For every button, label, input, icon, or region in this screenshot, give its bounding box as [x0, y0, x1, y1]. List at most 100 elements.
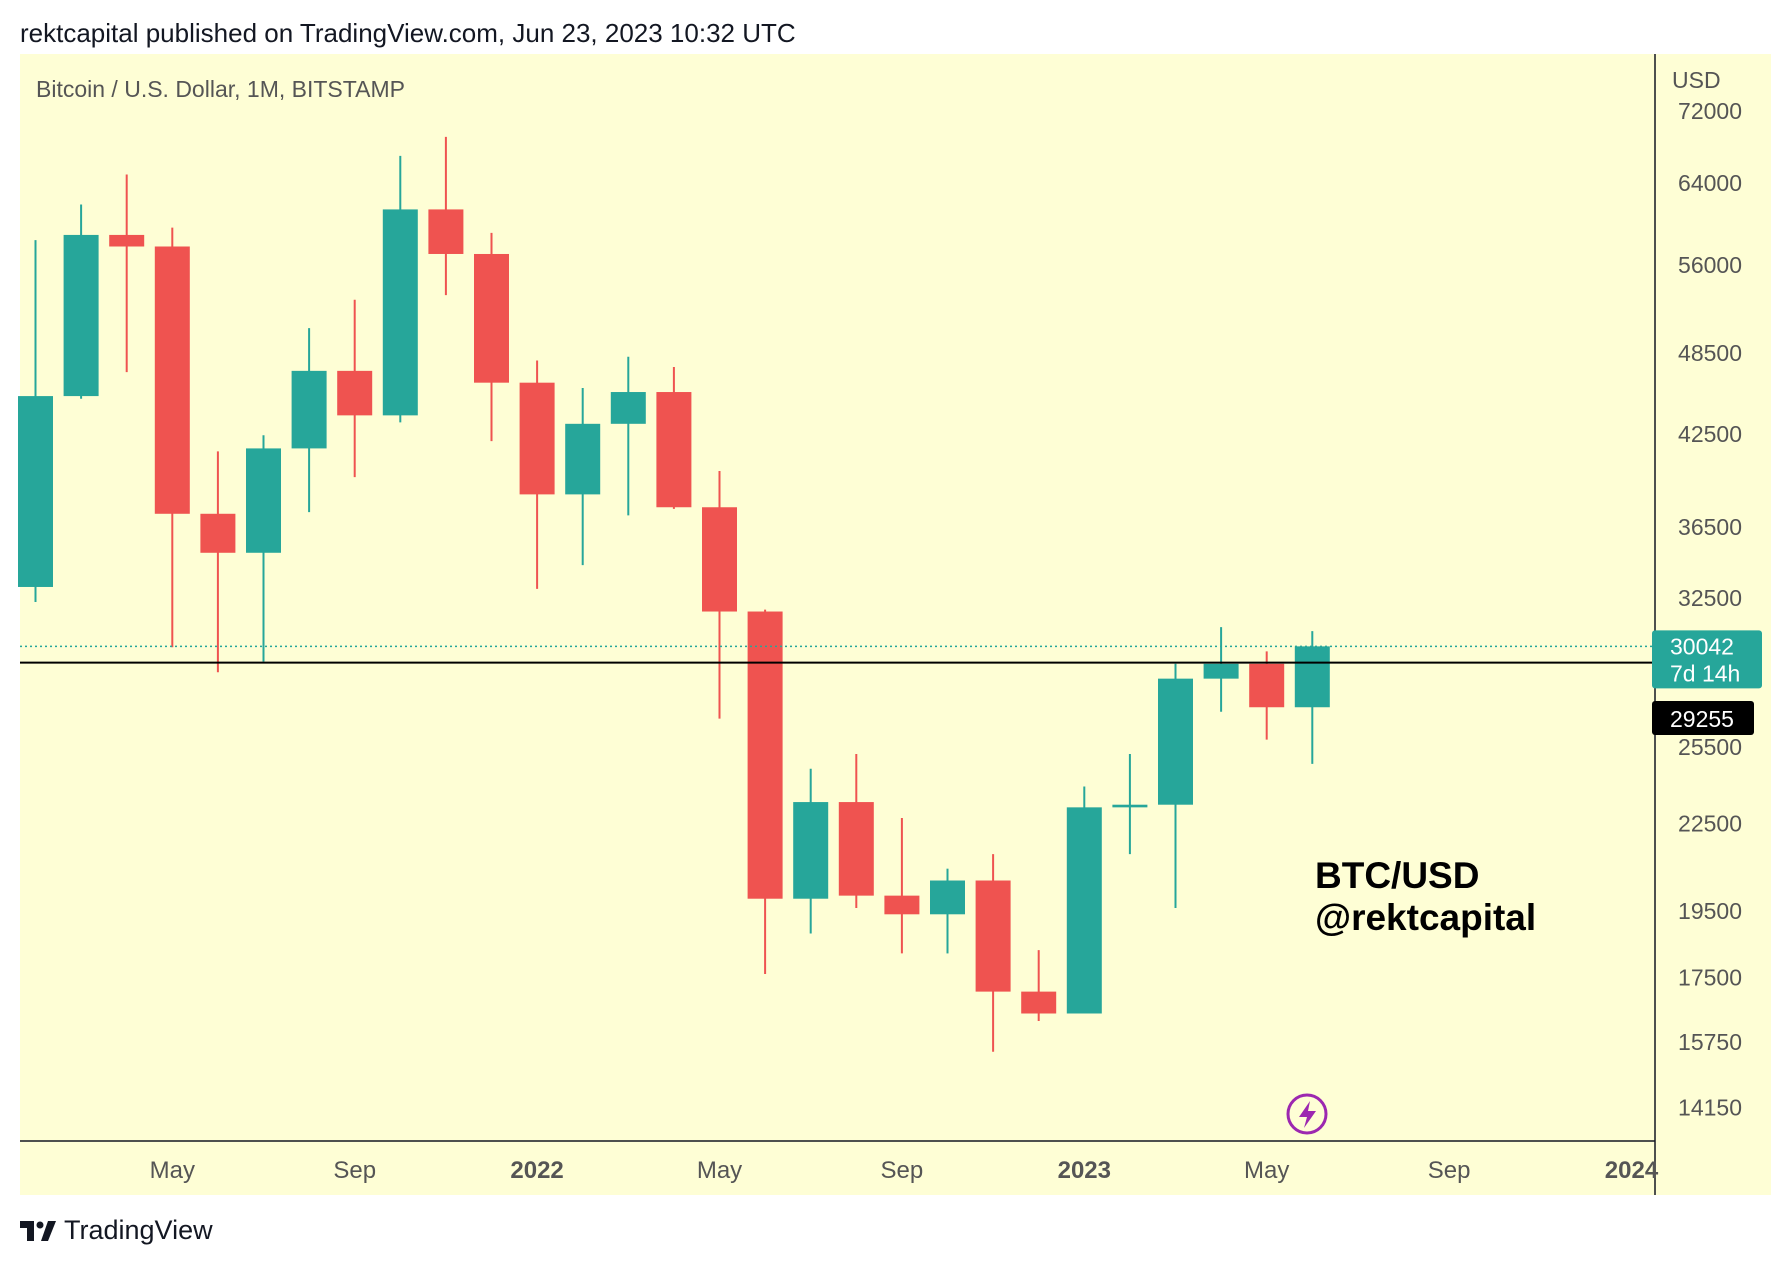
- candle[interactable]: [428, 136, 464, 296]
- candle[interactable]: [291, 328, 327, 513]
- candle-body: [747, 611, 783, 899]
- candle-body: [884, 895, 920, 915]
- candle[interactable]: [565, 388, 601, 566]
- candle[interactable]: [109, 174, 145, 373]
- y-tick-label: 15750: [1678, 1029, 1742, 1055]
- y-tick-label: 42500: [1678, 421, 1742, 447]
- tradingview-logo-icon: [20, 1220, 56, 1241]
- candle[interactable]: [747, 609, 783, 974]
- x-tick-label: Sep: [1428, 1157, 1471, 1184]
- last-price-badge: 30042 7d 14h: [1652, 630, 1762, 689]
- last-price-badge-bg: [1652, 630, 1762, 689]
- candle[interactable]: [1249, 651, 1285, 740]
- annotation-author[interactable]: @rektcapital: [1315, 897, 1536, 938]
- y-tick-label: 36500: [1678, 514, 1742, 540]
- candle-body: [1112, 804, 1148, 808]
- candle-body: [337, 370, 373, 416]
- candle[interactable]: [610, 356, 646, 516]
- candle[interactable]: [18, 240, 53, 602]
- annotation-pair[interactable]: BTC/USD: [1315, 855, 1479, 896]
- candle[interactable]: [1112, 754, 1148, 855]
- candle[interactable]: [474, 232, 509, 442]
- y-tick-label: 19500: [1678, 898, 1742, 924]
- y-tick-label: 22500: [1678, 810, 1742, 836]
- last-price-value: 30042: [1670, 633, 1734, 659]
- candle-body: [519, 382, 555, 495]
- candle-body: [63, 234, 99, 397]
- candle-body: [1203, 663, 1239, 679]
- candle[interactable]: [519, 360, 555, 589]
- level-value: 29255: [1670, 706, 1734, 732]
- y-tick-label: 32500: [1678, 585, 1742, 611]
- candle[interactable]: [246, 435, 281, 662]
- x-tick-label: 2024: [1605, 1157, 1659, 1184]
- x-tick-label: 2023: [1058, 1157, 1111, 1184]
- tradingview-logo[interactable]: TradingView: [20, 1215, 213, 1246]
- x-axis-ticks: May Sep 2022 May Sep 2023 May Sep 2024: [150, 1157, 1659, 1184]
- publish-line: rektcapital published on TradingView.com…: [20, 18, 796, 48]
- candle[interactable]: [154, 227, 190, 648]
- lightning-icon[interactable]: [1286, 1093, 1328, 1135]
- candle-body: [474, 253, 509, 383]
- candle-body: [1158, 678, 1193, 805]
- candle[interactable]: [382, 155, 418, 423]
- y-axis-ticks: 72000 64000 56000 48500 42500 36500 32500 25500…: [1678, 98, 1742, 1121]
- y-tick-label: 14150: [1678, 1095, 1742, 1121]
- chart-background: [20, 54, 1771, 1195]
- candle-body: [930, 880, 965, 915]
- candle-body: [109, 234, 145, 247]
- candle[interactable]: [1066, 786, 1102, 1014]
- y-tick-label: 64000: [1678, 170, 1742, 196]
- y-tick-label: 56000: [1678, 252, 1742, 278]
- candle[interactable]: [656, 366, 692, 509]
- y-tick-label: 25500: [1678, 734, 1742, 760]
- candle[interactable]: [1158, 663, 1193, 909]
- candle[interactable]: [1203, 627, 1239, 712]
- lightning-icon-ring: [1286, 1093, 1328, 1135]
- candle-body: [1066, 807, 1102, 1014]
- candle[interactable]: [702, 470, 737, 719]
- candle[interactable]: [930, 868, 965, 954]
- symbol-label[interactable]: Bitcoin / U.S. Dollar, 1M, BITSTAMP: [36, 76, 405, 102]
- candle-body: [428, 209, 464, 254]
- candle-body: [291, 370, 327, 449]
- candle-body: [1021, 991, 1057, 1014]
- tradingview-logo-text: TradingView: [64, 1215, 213, 1245]
- x-tick-label: 2022: [510, 1157, 563, 1184]
- candle-body: [793, 802, 829, 899]
- candle-body: [610, 392, 646, 424]
- x-tick-label: May: [150, 1157, 195, 1184]
- candle-body: [246, 448, 281, 553]
- candle-body: [18, 396, 53, 587]
- candle-body: [1249, 663, 1285, 708]
- x-tick-label: May: [1244, 1157, 1289, 1184]
- x-tick-label: Sep: [333, 1157, 376, 1184]
- candles-layer: [18, 136, 1330, 1052]
- x-tick-label: May: [697, 1157, 742, 1184]
- candle-countdown: 7d 14h: [1670, 660, 1740, 686]
- candle[interactable]: [1021, 950, 1057, 1021]
- candle[interactable]: [63, 204, 99, 399]
- y-tick-label: 72000: [1678, 98, 1742, 124]
- candle[interactable]: [793, 768, 829, 934]
- x-tick-label: Sep: [881, 1157, 924, 1184]
- candle[interactable]: [884, 818, 920, 954]
- candle[interactable]: [200, 451, 236, 673]
- candle-body: [656, 392, 692, 508]
- candle-body: [702, 507, 737, 612]
- candle[interactable]: [975, 854, 1011, 1052]
- candle[interactable]: [838, 754, 874, 909]
- currency-label[interactable]: USD: [1672, 67, 1721, 93]
- candle-body: [200, 513, 236, 553]
- candle-body: [154, 246, 190, 514]
- candle[interactable]: [1294, 631, 1330, 764]
- lightning-icon-bolt: [1299, 1101, 1316, 1128]
- candle-body: [382, 209, 418, 416]
- y-tick-label: 17500: [1678, 964, 1742, 990]
- level-price-badge: 29255: [1652, 701, 1754, 735]
- level-badge-bg: [1652, 701, 1754, 735]
- candle-body: [565, 423, 601, 495]
- candle-body: [975, 880, 1011, 992]
- candle[interactable]: [337, 299, 373, 478]
